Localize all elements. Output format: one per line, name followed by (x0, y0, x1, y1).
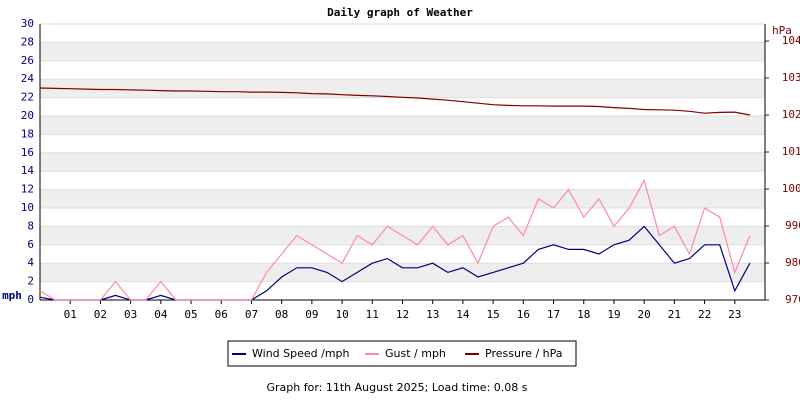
x-tick-label: 15 (487, 308, 500, 321)
y-tick-label: 10 (21, 201, 34, 214)
y2-tick-label: 1010 (782, 145, 800, 158)
grid-band (40, 152, 765, 172)
series-line (39, 225, 751, 301)
x-tick-label: 10 (335, 308, 348, 321)
grid-band (40, 116, 765, 135)
chart-title: Daily graph of Weather (327, 6, 473, 19)
x-tick-label: 07 (245, 308, 258, 321)
footer: Graph for: 11th August 2025; Load time: … (267, 381, 528, 394)
legend-label: Gust / mph (385, 347, 446, 360)
x-tick-label: 06 (215, 308, 228, 321)
x-tick-label: 01 (64, 308, 77, 321)
y-tick-label: 4 (27, 256, 34, 269)
y2-tick-label: 970 (785, 293, 800, 306)
legend-box (227, 340, 577, 367)
x-tick-label: 23 (728, 308, 741, 321)
y-tick-label: 18 (21, 127, 34, 140)
x-tick-label: 08 (275, 308, 288, 321)
y-tick-label: 24 (21, 72, 35, 85)
series-line (39, 178, 751, 301)
y-tick-label: 26 (21, 54, 34, 67)
x-tick-label: 18 (577, 308, 590, 321)
y-tick-label: 16 (21, 146, 34, 159)
y2-axis-label: hPa (772, 24, 792, 37)
x-tick-label: 03 (124, 308, 137, 321)
x-tick-label: 21 (668, 308, 681, 321)
x-tick-label: 12 (396, 308, 409, 321)
x-tick-label: 14 (456, 308, 470, 321)
y-tick-label: 22 (21, 91, 34, 104)
x-tick-label: 17 (547, 308, 560, 321)
y-tick-label: 0 (27, 293, 34, 306)
series-line (39, 87, 751, 116)
y2-tick-label: 980 (785, 256, 800, 269)
y2-tick-label: 1030 (782, 71, 800, 84)
y2-tick-label: 990 (785, 219, 800, 232)
y-tick-label: 30 (21, 17, 34, 30)
grid-band (40, 189, 765, 208)
legend-label: Wind Speed /mph (252, 347, 350, 360)
y-tick-label: 2 (27, 275, 34, 288)
x-tick-label: 22 (698, 308, 711, 321)
y-tick-label: 8 (27, 219, 34, 232)
y2-tick-label: 1000 (782, 182, 800, 195)
y-tick-label: 20 (21, 109, 34, 122)
x-tick-label: 19 (607, 308, 620, 321)
x-tick-label: 11 (366, 308, 379, 321)
legend-label: Pressure / hPa (485, 347, 563, 360)
y-axis-label: mph (2, 289, 22, 302)
y-tick-label: 6 (27, 238, 34, 251)
x-tick-label: 16 (517, 308, 530, 321)
grid-band (40, 42, 765, 61)
x-tick-label: 04 (154, 308, 168, 321)
y-tick-label: 12 (21, 183, 34, 196)
grid-band (40, 263, 765, 282)
x-tick-label: 09 (305, 308, 318, 321)
x-tick-label: 13 (426, 308, 439, 321)
x-tick-label: 20 (638, 308, 651, 321)
x-tick-label: 02 (94, 308, 107, 321)
x-tick-label: 05 (184, 308, 197, 321)
grid-band (40, 79, 765, 98)
y-tick-label: 28 (21, 35, 34, 48)
y-tick-label: 14 (21, 164, 35, 177)
